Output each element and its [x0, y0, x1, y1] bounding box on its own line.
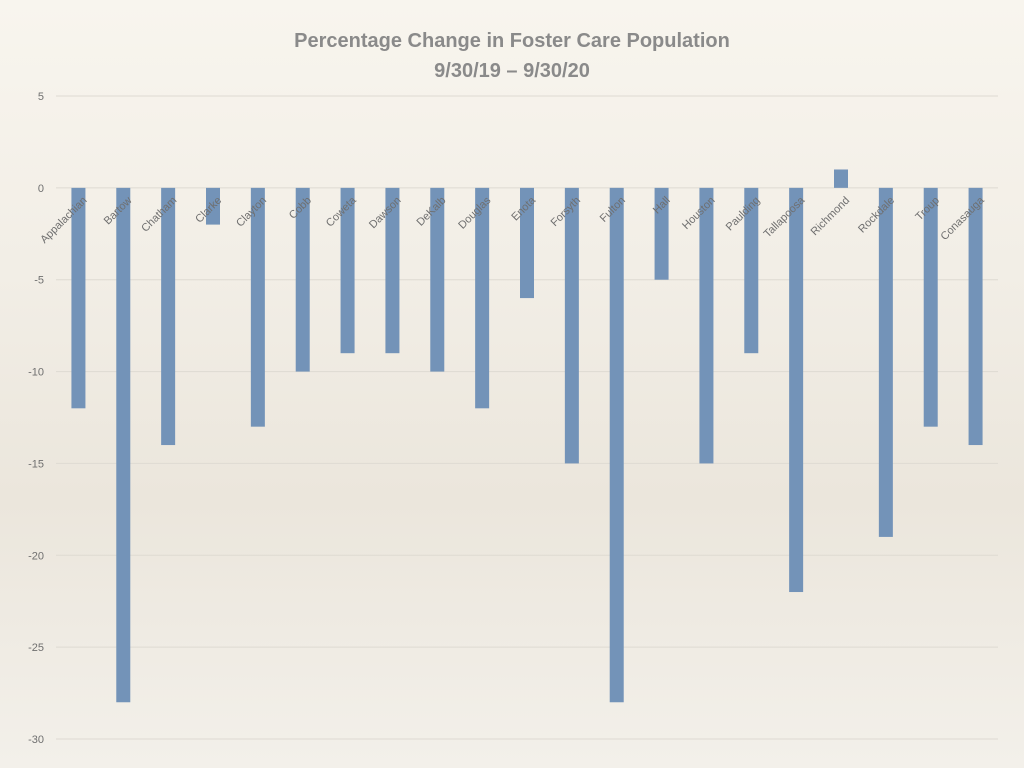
- bar: [340, 187, 355, 354]
- chart-title: Percentage Change in Foster Care Populat…: [294, 30, 730, 52]
- bar: [923, 187, 938, 427]
- y-axis: 5 0 -5 -10 -15 -20 -25 -30: [28, 91, 44, 746]
- chart-title-block: Percentage Change in Foster Care Populat…: [0, 26, 1024, 86]
- bar: [564, 187, 579, 464]
- bar: [71, 187, 86, 409]
- chart-subtitle: 9/30/19 – 9/30/20: [434, 60, 590, 82]
- category-label: Richmond: [809, 195, 853, 239]
- bar: [250, 187, 265, 427]
- y-tick-label: 0: [38, 183, 44, 195]
- y-tick-label: -25: [28, 642, 44, 654]
- y-tick-label: 5: [38, 91, 44, 103]
- bar: [295, 187, 310, 372]
- bar: [699, 187, 714, 464]
- y-tick-label: -30: [28, 734, 44, 746]
- bar: [834, 169, 848, 188]
- y-tick-label: -10: [28, 367, 44, 379]
- bar: [385, 187, 400, 354]
- bar: [475, 187, 490, 409]
- bar: [878, 187, 893, 537]
- bar: [789, 187, 804, 593]
- bar: [744, 187, 759, 354]
- y-tick-label: -15: [28, 458, 44, 470]
- bars: [71, 169, 983, 703]
- bar: [654, 187, 669, 280]
- bar: [520, 187, 534, 299]
- bar: [430, 187, 445, 372]
- category-labels: Appalachian Bartow Chatham Clarke Clayton Cob…: [38, 194, 987, 246]
- bar: [206, 187, 220, 225]
- bar: [968, 187, 983, 446]
- bar: [609, 187, 624, 703]
- category-label: Hall: [651, 195, 673, 217]
- bar: [116, 187, 131, 703]
- y-tick-label: -20: [28, 550, 44, 562]
- bar: [161, 187, 176, 446]
- y-tick-label: -5: [34, 275, 44, 287]
